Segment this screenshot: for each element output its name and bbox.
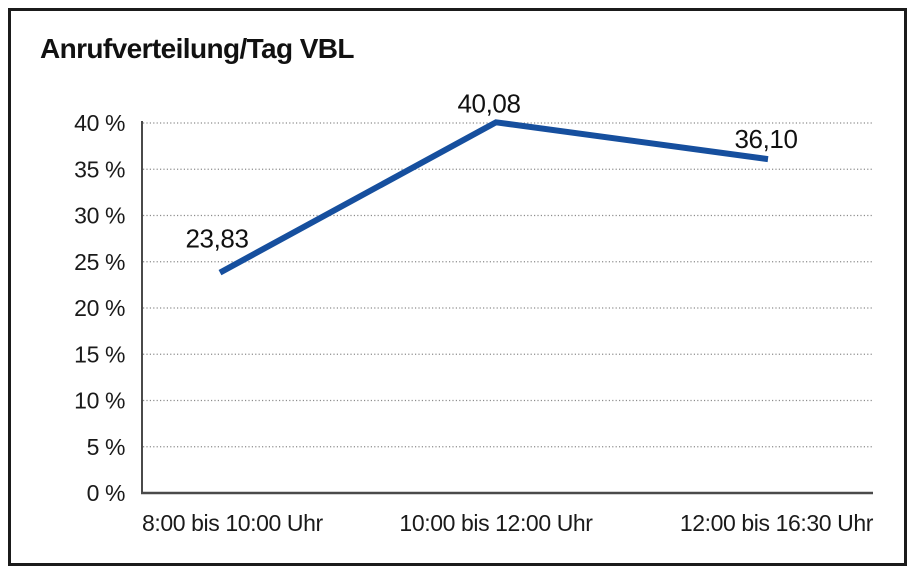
- y-tick-label: 35 %: [74, 156, 125, 182]
- x-tick-label: 12:00 bis 16:30 Uhr: [680, 510, 874, 536]
- data-series-line: [218, 119, 769, 276]
- chart-frame-border: [8, 8, 907, 566]
- data-point-label: 40,08: [457, 88, 520, 118]
- x-tick-label: 8:00 bis 10:00 Uhr: [142, 510, 323, 536]
- y-tick-label: 25 %: [74, 249, 125, 275]
- y-tick-label: 10 %: [74, 388, 125, 414]
- y-tick-label: 5 %: [87, 434, 125, 460]
- x-tick-label: 10:00 bis 12:00 Uhr: [399, 510, 593, 536]
- data-point-label: 23,83: [185, 224, 248, 254]
- chart-title: Anrufverteilung/Tag VBL: [40, 33, 355, 64]
- y-tick-label: 20 %: [74, 295, 125, 321]
- y-tick-label: 15 %: [74, 341, 125, 367]
- y-tick-label: 0 %: [87, 480, 125, 506]
- data-point-label: 36,10: [734, 124, 797, 154]
- y-tick-label: 30 %: [74, 203, 125, 229]
- y-tick-label: 40 %: [74, 110, 125, 136]
